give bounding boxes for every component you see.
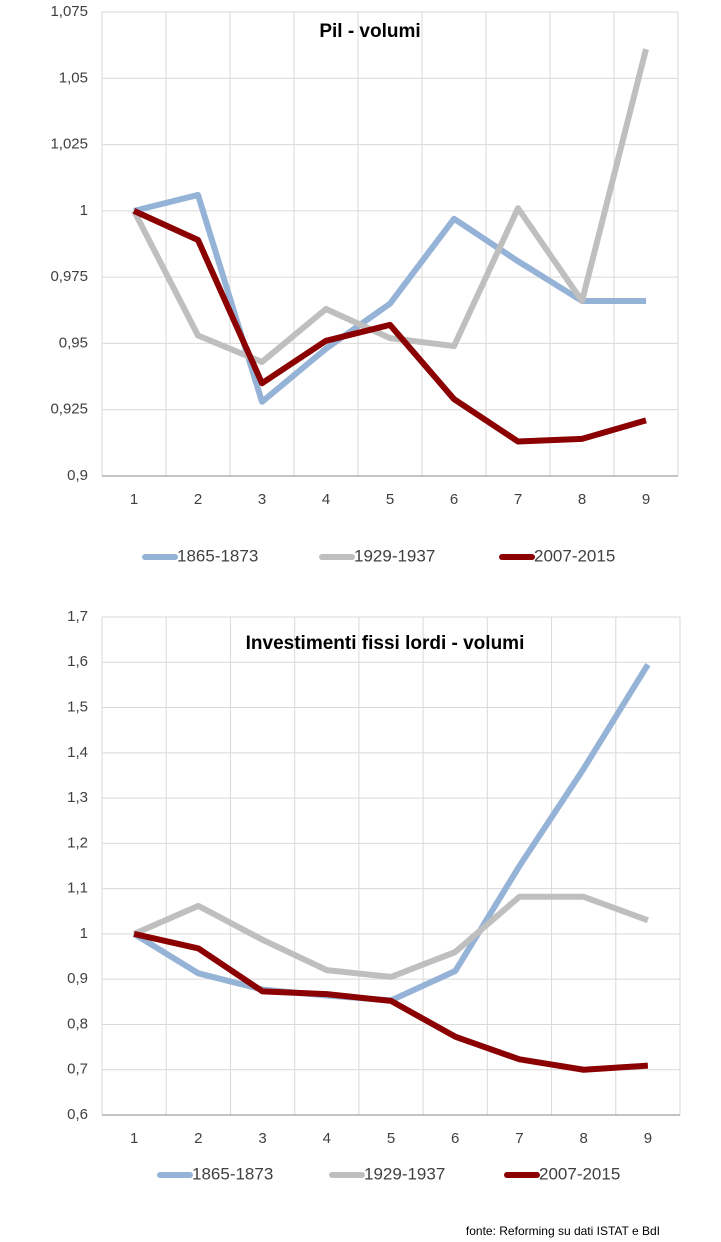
y-tick-label: 1,4 [67,744,88,761]
y-tick-label: 1,6 [67,653,88,670]
chart-title: Pil - volumi [319,21,420,42]
legend-label: 1929-1937 [364,1164,445,1183]
series-line [132,893,649,980]
y-tick-label: 0,9 [67,467,88,484]
y-tick-label: 0,9 [67,970,88,987]
x-tick-label: 5 [386,491,394,508]
x-tick-label: 2 [194,1130,202,1147]
x-tick-label: 5 [387,1130,395,1147]
x-tick-label: 9 [642,491,650,508]
x-tick-label: 3 [258,1130,266,1147]
chart-title: Investimenti fissi lordi - volumi [246,633,525,654]
series-line [132,662,651,1004]
legend-label: 1865-1873 [177,546,258,565]
y-tick-label: 0,8 [67,1015,88,1032]
legend-label: 1929-1937 [354,546,435,565]
y-tick-label: 1 [80,202,88,219]
x-tick-label: 1 [130,1130,138,1147]
y-tick-label: 1,05 [59,69,88,86]
x-tick-label: 6 [451,1130,459,1147]
x-tick-label: 1 [130,491,138,508]
x-tick-label: 9 [644,1130,652,1147]
y-tick-label: 0,95 [59,334,88,351]
y-tick-label: 1,3 [67,789,88,806]
y-tick-label: 1,2 [67,834,88,851]
y-tick-label: 1,7 [67,608,88,625]
y-tick-label: 1,025 [50,136,88,153]
y-tick-label: 0,7 [67,1061,88,1078]
series-line [132,208,647,445]
y-tick-label: 1,5 [67,699,88,716]
series-line [133,191,646,405]
x-tick-label: 4 [323,1130,331,1147]
legend-label: 1865-1873 [192,1164,273,1183]
x-tick-label: 3 [258,491,266,508]
y-tick-label: 1,1 [67,880,88,897]
series-line [131,48,649,365]
legend-label: 2007-2015 [534,546,615,565]
x-tick-label: 7 [514,491,522,508]
x-tick-label: 2 [194,491,202,508]
y-tick-label: 1 [80,925,88,942]
series-line [133,930,649,1073]
y-tick-label: 0,6 [67,1106,88,1123]
source-note: fonte: Reforming su dati ISTAT e BdI [466,1224,660,1238]
x-tick-label: 8 [578,491,586,508]
y-tick-label: 0,975 [50,268,88,285]
x-tick-label: 6 [450,491,458,508]
y-tick-label: 0,925 [50,401,88,418]
x-tick-label: 8 [579,1130,587,1147]
x-tick-label: 7 [515,1130,523,1147]
x-tick-label: 4 [322,491,330,508]
legend-label: 2007-2015 [539,1164,620,1183]
y-tick-label: 1,075 [50,3,88,20]
